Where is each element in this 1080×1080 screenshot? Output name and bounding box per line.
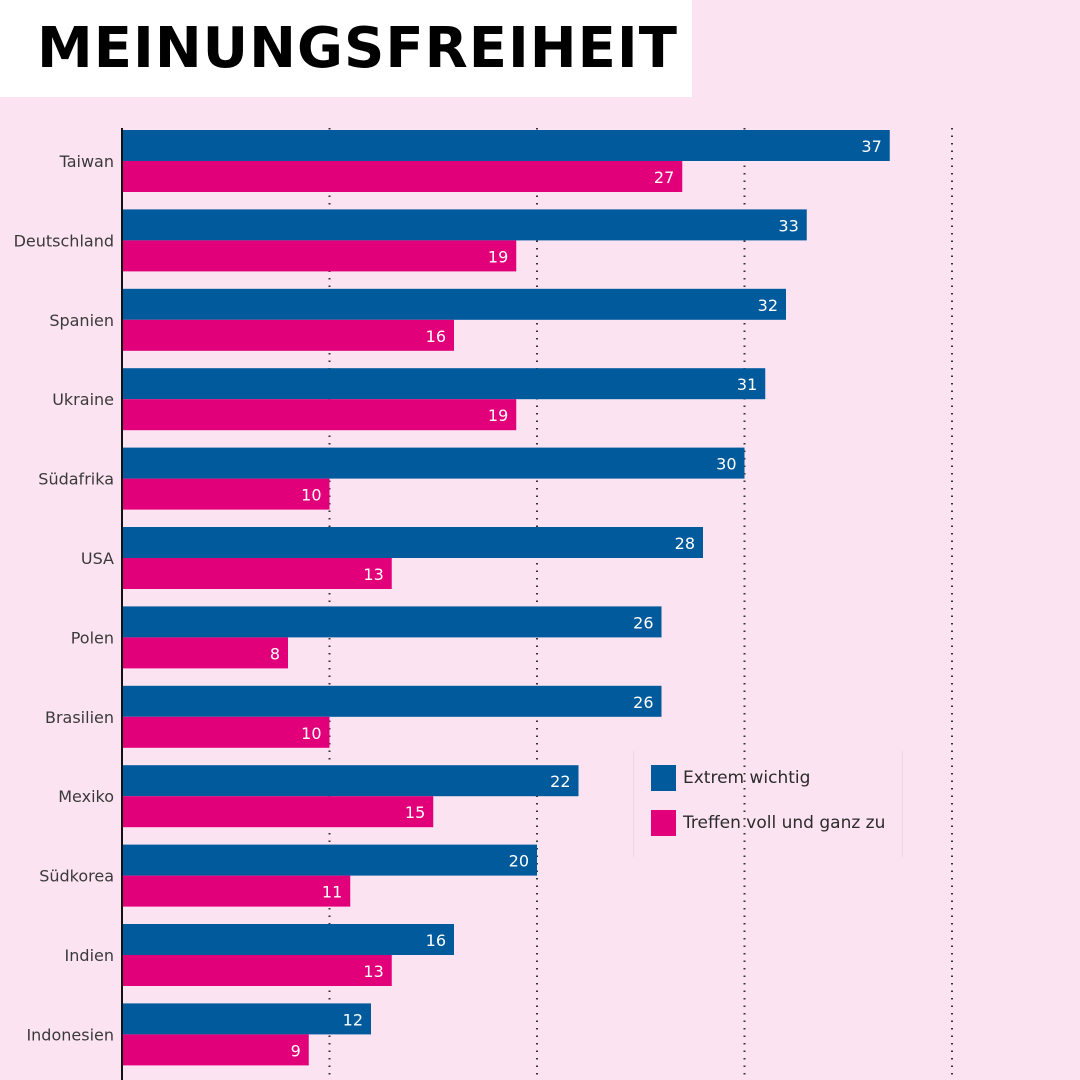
category-label: Taiwan xyxy=(59,152,114,171)
bar-treffen-voll xyxy=(122,319,454,351)
data-label: 9 xyxy=(291,1041,301,1060)
data-label: 28 xyxy=(675,534,695,553)
bar-treffen-voll xyxy=(122,796,434,828)
legend: Extrem wichtig Treffen voll und ganz zu xyxy=(633,751,903,857)
category-label: Südkorea xyxy=(39,867,114,886)
bar-extrem-wichtig xyxy=(122,844,537,876)
category-label: Mexiko xyxy=(58,787,114,806)
data-label: 10 xyxy=(301,724,321,743)
bar-treffen-voll xyxy=(122,558,392,589)
legend-swatch-pink xyxy=(651,810,676,836)
bar-treffen-voll xyxy=(122,240,517,272)
category-label: Indien xyxy=(65,946,114,965)
category-label: Südafrika xyxy=(38,470,114,489)
data-label: 15 xyxy=(405,803,425,822)
data-label: 13 xyxy=(363,565,383,584)
legend-item-treffen-voll-und-ganz-zu: Treffen voll und ganz zu xyxy=(651,810,885,836)
data-label: 26 xyxy=(633,613,653,632)
data-label: 8 xyxy=(270,644,280,663)
data-label: 27 xyxy=(654,168,674,187)
bar-treffen-voll xyxy=(122,637,288,669)
legend-item-extrem-wichtig: Extrem wichtig xyxy=(651,765,810,791)
legend-label: Treffen voll und ganz zu xyxy=(683,813,886,833)
bar-extrem-wichtig xyxy=(122,288,786,320)
bar-treffen-voll xyxy=(122,1034,309,1066)
bar-treffen-voll xyxy=(122,955,392,986)
bar-treffen-voll xyxy=(122,399,517,431)
data-label: 19 xyxy=(488,406,508,425)
category-label: Spanien xyxy=(49,311,114,330)
bar-extrem-wichtig xyxy=(122,924,454,955)
data-label: 22 xyxy=(550,772,570,791)
bar-extrem-wichtig xyxy=(122,447,745,479)
legend-swatch-blue xyxy=(651,765,676,791)
category-label: Brasilien xyxy=(45,708,114,727)
bar-extrem-wichtig xyxy=(122,1003,371,1035)
bar-extrem-wichtig xyxy=(122,368,766,400)
data-label: 32 xyxy=(758,296,778,315)
data-label: 19 xyxy=(488,247,508,266)
bar-extrem-wichtig xyxy=(122,685,662,717)
legend-label: Extrem wichtig xyxy=(683,768,811,788)
bar-treffen-voll xyxy=(122,161,683,192)
data-label: 33 xyxy=(778,216,798,235)
category-label: Indonesien xyxy=(26,1025,114,1044)
data-label: 12 xyxy=(343,1010,363,1029)
data-label: 11 xyxy=(322,883,342,902)
bar-treffen-voll xyxy=(122,716,330,748)
title-box: MEINUNGSFREIHEIT xyxy=(0,0,692,97)
data-label: 10 xyxy=(301,486,321,505)
data-label: 31 xyxy=(737,375,757,394)
category-label: Ukraine xyxy=(52,390,114,409)
page-title: MEINUNGSFREIHEIT xyxy=(37,16,678,81)
data-label: 26 xyxy=(633,693,653,712)
data-label: 16 xyxy=(426,327,446,346)
bar-extrem-wichtig xyxy=(122,130,890,161)
category-label: Polen xyxy=(71,628,114,647)
bar-extrem-wichtig xyxy=(122,209,807,241)
data-label: 20 xyxy=(509,852,529,871)
data-label: 16 xyxy=(426,931,446,950)
data-label: 13 xyxy=(363,962,383,981)
data-label: 37 xyxy=(861,137,881,156)
bar-treffen-voll xyxy=(122,478,330,510)
category-label: USA xyxy=(81,549,114,568)
bar-extrem-wichtig xyxy=(122,527,703,558)
bar-extrem-wichtig xyxy=(122,765,579,797)
category-label: Deutschland xyxy=(14,231,114,250)
data-label: 30 xyxy=(716,455,736,474)
bar-extrem-wichtig xyxy=(122,606,662,638)
bar-treffen-voll xyxy=(122,875,351,907)
